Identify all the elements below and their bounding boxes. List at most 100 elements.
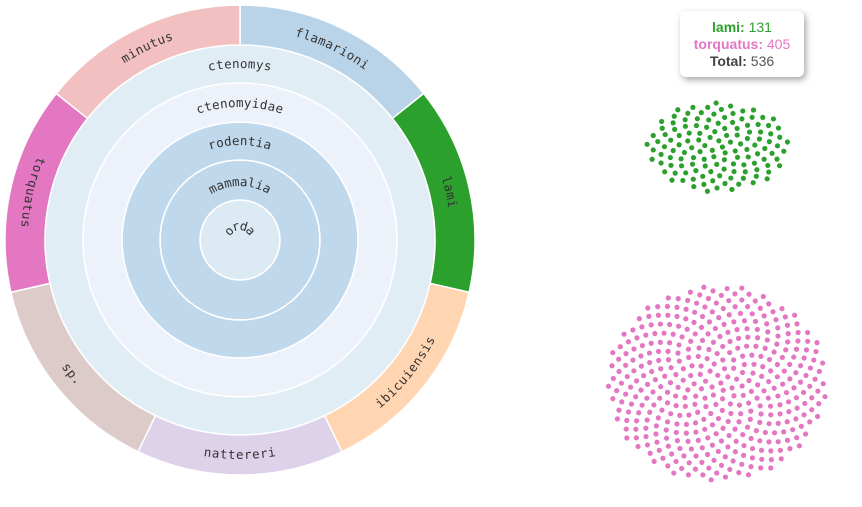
dot [782, 314, 788, 320]
dot [639, 402, 645, 408]
dot [746, 129, 753, 135]
dot [757, 403, 763, 409]
dot [766, 139, 772, 145]
dot [746, 400, 752, 406]
dot [707, 134, 713, 141]
dot [689, 145, 695, 151]
dot [793, 370, 799, 376]
dot [639, 324, 645, 330]
dot [668, 411, 674, 417]
leaf-arcs [4, 4, 476, 476]
dot [744, 122, 751, 128]
dot [730, 357, 737, 363]
dot [648, 322, 654, 328]
dot [647, 409, 653, 415]
tooltip-torquatus-label: torquatus: [693, 36, 763, 52]
dot [683, 316, 689, 322]
dot [643, 425, 649, 431]
dot [785, 339, 791, 345]
dot [624, 435, 630, 441]
dot [702, 378, 709, 384]
dot [628, 384, 634, 390]
dot [673, 371, 679, 378]
dot [735, 345, 741, 351]
dot [634, 418, 640, 424]
dot [805, 329, 811, 336]
dot-clusters [605, 100, 828, 483]
dot [633, 435, 639, 441]
dot [702, 426, 708, 432]
dot [633, 394, 639, 400]
dot [643, 433, 649, 440]
dot [698, 363, 704, 369]
dot [781, 429, 787, 435]
dot [726, 312, 732, 318]
dot [692, 401, 698, 407]
dot [674, 438, 680, 444]
dot [757, 419, 763, 425]
dot [793, 346, 800, 352]
dot [731, 393, 737, 399]
dot [636, 410, 642, 416]
dot [691, 381, 697, 387]
dot [704, 188, 711, 194]
dot [798, 423, 804, 429]
dot [741, 318, 748, 324]
dot [682, 123, 688, 129]
dot [726, 298, 732, 304]
dot [706, 465, 712, 471]
dot [662, 131, 668, 138]
dot [718, 462, 725, 468]
dot [702, 142, 708, 149]
dot [730, 458, 736, 464]
dot [631, 368, 637, 374]
dot [694, 300, 700, 306]
tooltip-torquatus-value: 405 [766, 36, 791, 52]
dot [683, 306, 689, 312]
dot [807, 383, 813, 389]
dot [766, 439, 772, 445]
dot [768, 457, 774, 463]
dot [701, 156, 707, 162]
dot [686, 354, 692, 360]
dot [682, 403, 688, 409]
dot [674, 313, 680, 320]
dot [751, 361, 757, 367]
dot [697, 130, 703, 136]
dot [750, 180, 756, 186]
dot [715, 415, 722, 422]
dot [700, 173, 706, 179]
dot [814, 340, 820, 346]
dot [744, 424, 751, 430]
dot [709, 147, 715, 153]
dot [781, 148, 787, 154]
dot [728, 175, 734, 181]
dot [779, 306, 785, 312]
dot [675, 323, 682, 329]
dot [734, 327, 740, 333]
dot [811, 357, 817, 363]
dot [720, 425, 726, 431]
dot [688, 372, 694, 379]
dot [654, 439, 660, 445]
dot [663, 435, 670, 441]
dot [758, 447, 765, 453]
dot [657, 339, 663, 345]
dot [760, 293, 766, 300]
dot [697, 292, 703, 298]
dot [761, 156, 767, 162]
dot [785, 399, 792, 405]
dot [765, 162, 771, 169]
leaf-arc-minutus[interactable] [55, 4, 241, 120]
dot [672, 170, 678, 176]
dot [736, 470, 742, 476]
dot [793, 395, 800, 401]
dot [673, 458, 679, 465]
dot [754, 395, 760, 401]
dot [737, 141, 744, 147]
dot [708, 169, 714, 175]
dot [692, 309, 698, 315]
dot [696, 137, 702, 143]
dot [802, 431, 809, 437]
dot [664, 419, 671, 425]
